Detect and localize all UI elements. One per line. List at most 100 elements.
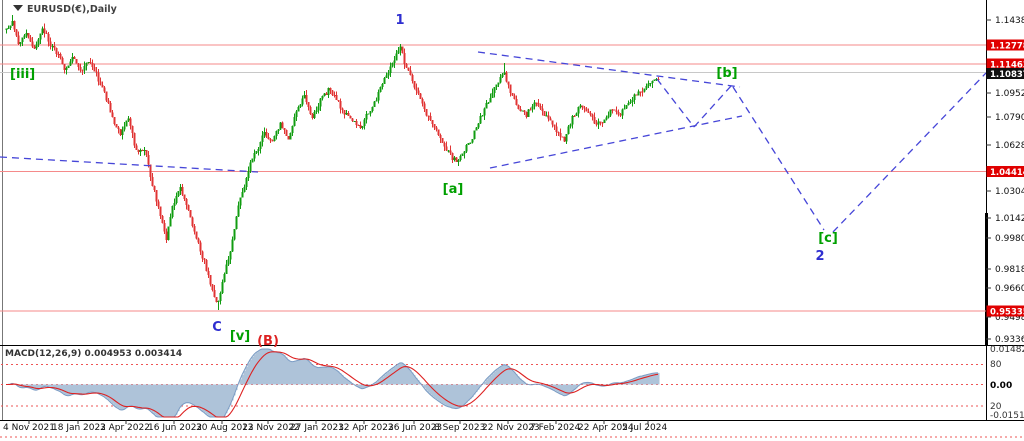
candle-body <box>23 35 26 38</box>
pane-separator[interactable] <box>0 345 1024 346</box>
wave-label[interactable]: 1 <box>395 13 404 28</box>
date-label[interactable]: 4 Nov 2021 <box>3 423 55 433</box>
wave-label[interactable]: [c] <box>818 231 838 246</box>
candle-body <box>351 118 354 122</box>
date-label[interactable]: 16 Jun 2022 <box>148 423 202 433</box>
candle-body <box>569 124 572 127</box>
candle-body <box>535 102 538 104</box>
macd-scale-label[interactable]: 20 <box>990 402 1002 412</box>
date-label[interactable]: 22 Apr 2024 <box>578 423 634 433</box>
candle-body <box>541 108 544 112</box>
candle-body <box>105 91 108 101</box>
wave-label[interactable]: [iii] <box>10 67 35 82</box>
candle-body <box>451 152 454 160</box>
date-label[interactable]: 5 Jul 2024 <box>622 423 667 433</box>
trendline[interactable] <box>489 115 743 169</box>
date-label[interactable]: 3 Apr 2022 <box>100 423 150 433</box>
date-label[interactable]: 8 Sep 2023 <box>434 423 485 433</box>
wave-label[interactable]: [a] <box>443 182 464 197</box>
time-axis-line[interactable] <box>0 420 1024 421</box>
date-label[interactable]: 22 Nov 2023 <box>482 423 540 433</box>
candle-body <box>475 127 478 131</box>
candle-body <box>455 157 458 163</box>
candle-body <box>71 56 74 62</box>
symbol-dropdown-icon[interactable] <box>13 5 23 11</box>
candle-body <box>445 146 448 151</box>
candle-body <box>543 111 546 116</box>
candle-body <box>177 191 180 196</box>
price-badge[interactable] <box>986 58 1024 70</box>
candle-body <box>353 121 356 123</box>
price-badge[interactable] <box>986 166 1024 177</box>
candle-body <box>159 206 162 217</box>
candle-body <box>261 135 264 143</box>
date-label[interactable]: 27 Jan 2023 <box>290 423 344 433</box>
candle-body <box>447 150 450 152</box>
candle-body <box>197 238 200 243</box>
candle-body <box>285 129 288 137</box>
date-label[interactable]: 7 Feb 2024 <box>530 423 581 433</box>
candle-body <box>249 162 252 172</box>
candle-body <box>615 110 618 113</box>
price-tick-label[interactable]: 0.96609 <box>995 284 1024 294</box>
trendline[interactable] <box>693 85 732 128</box>
candle-body <box>279 122 282 130</box>
price-tick-label[interactable]: 1.06284 <box>995 141 1024 151</box>
price-tick-label[interactable]: 1.07904 <box>995 113 1024 123</box>
price-badge[interactable] <box>986 305 1024 317</box>
date-label[interactable]: 26 Jun 2023 <box>388 423 442 433</box>
trendline[interactable] <box>732 86 825 231</box>
price-tick-label[interactable]: 1.01424 <box>995 214 1024 224</box>
macd-scale-label[interactable]: 80 <box>990 360 1002 370</box>
candle-body <box>589 112 592 115</box>
candle-body <box>565 134 568 142</box>
price-scale-divider[interactable] <box>986 0 987 420</box>
candle-body <box>193 226 196 232</box>
price-badge-label: 0.95335 <box>990 308 1024 318</box>
candle-body <box>645 85 648 89</box>
date-label[interactable]: 12 Apr 2023 <box>338 423 394 433</box>
macd-scale-label[interactable]: 0.00 <box>990 381 1012 391</box>
date-label[interactable]: 30 Aug 2022 <box>196 423 254 433</box>
candle-body <box>545 115 548 117</box>
candle-body <box>327 88 330 95</box>
candle-body <box>257 149 260 151</box>
price-badge[interactable] <box>986 39 1024 51</box>
trendline[interactable] <box>656 78 695 128</box>
trendline[interactable] <box>477 51 741 88</box>
price-tick-label[interactable]: 0.99804 <box>995 234 1024 244</box>
candle-body <box>531 106 534 110</box>
candle-body <box>595 123 598 125</box>
price-tick-label[interactable]: 0.94989 <box>995 313 1024 323</box>
price-tick-label[interactable]: 1.03044 <box>995 187 1024 197</box>
wave-label[interactable]: (B) <box>257 334 279 349</box>
price-tick-label[interactable]: 1.14384 <box>995 16 1024 26</box>
candle-body <box>331 90 334 95</box>
candle-body <box>89 62 92 64</box>
wave-label[interactable]: 2 <box>815 249 824 264</box>
macd-scale-label[interactable]: -0.015158 <box>990 411 1024 421</box>
candle-body <box>503 72 506 75</box>
candle-body <box>209 274 212 285</box>
price-tick-label[interactable]: 0.93369 <box>995 335 1024 345</box>
candle-body <box>309 107 312 115</box>
candle-body <box>325 93 328 95</box>
candle-body <box>51 46 54 48</box>
trendline[interactable] <box>0 156 259 173</box>
candle-body <box>443 142 446 147</box>
date-label[interactable]: 13 Nov 2022 <box>242 423 300 433</box>
wave-label[interactable]: [v] <box>230 329 250 344</box>
wave-label[interactable]: C <box>212 320 222 335</box>
wave-label[interactable]: [b] <box>716 66 737 81</box>
candle-body <box>377 92 380 101</box>
price-badge[interactable] <box>986 68 1024 79</box>
candle-body <box>641 91 644 93</box>
date-label[interactable]: 18 Jan 2022 <box>52 423 106 433</box>
macd-scale-label[interactable]: 0.014825 <box>990 345 1024 355</box>
candle-body <box>143 150 146 152</box>
trendline[interactable] <box>832 72 986 233</box>
price-tick-label[interactable]: 0.98184 <box>995 265 1024 275</box>
candle-body <box>607 115 610 118</box>
price-tick-label[interactable]: 1.09524 <box>995 89 1024 99</box>
